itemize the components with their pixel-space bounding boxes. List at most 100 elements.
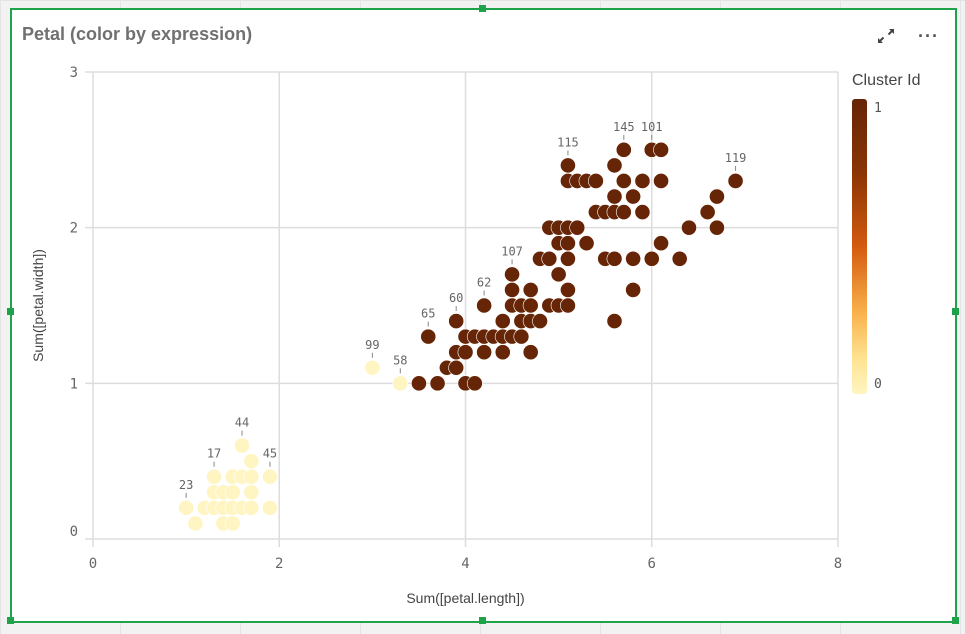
data-point[interactable]	[262, 499, 278, 516]
data-point[interactable]	[615, 141, 632, 158]
data-point-label: 119	[725, 151, 747, 165]
data-point[interactable]	[606, 250, 623, 267]
data-point-label: 145	[613, 120, 635, 134]
data-point-label: 99	[365, 338, 379, 352]
data-point[interactable]	[634, 173, 651, 189]
y-axis-label: Sum([petal.width])	[30, 249, 46, 362]
data-point[interactable]	[532, 313, 548, 329]
data-point[interactable]	[466, 375, 483, 392]
data-point[interactable]	[234, 437, 250, 454]
data-point[interactable]	[653, 141, 669, 158]
data-point-label: 107	[501, 244, 523, 258]
data-point-label: 65	[421, 307, 435, 321]
chart-panel[interactable]	[10, 8, 957, 623]
data-point-label: 115	[557, 135, 579, 149]
data-point[interactable]	[560, 297, 576, 314]
data-point-label: 23	[179, 478, 193, 492]
data-point[interactable]	[522, 297, 539, 314]
legend-max-label: 1	[874, 101, 882, 116]
legend-min-label: 0	[874, 377, 882, 392]
x-tick-label: 4	[461, 556, 469, 572]
resize-handle-bottom-right[interactable]	[952, 617, 959, 624]
data-point[interactable]	[243, 484, 260, 501]
data-point[interactable]	[262, 468, 278, 485]
data-point[interactable]	[587, 173, 604, 189]
data-point[interactable]	[224, 484, 241, 501]
data-point[interactable]	[364, 359, 381, 376]
data-point[interactable]	[243, 453, 260, 470]
data-point-label: 101	[641, 120, 663, 134]
data-point[interactable]	[560, 157, 576, 174]
data-point[interactable]	[448, 313, 465, 329]
data-point[interactable]	[513, 328, 530, 345]
data-point[interactable]	[606, 313, 623, 329]
data-point[interactable]	[504, 266, 520, 283]
data-point[interactable]	[448, 359, 465, 376]
data-point[interactable]	[560, 250, 576, 267]
more-options-icon[interactable]: ···	[918, 26, 939, 46]
x-tick-label: 0	[89, 556, 97, 572]
data-point[interactable]	[653, 235, 669, 252]
data-point[interactable]	[681, 219, 697, 236]
y-tick-label: 2	[70, 221, 78, 237]
legend-color-gradient	[852, 99, 867, 394]
data-point[interactable]	[476, 344, 493, 361]
data-point[interactable]	[727, 173, 744, 189]
resize-handle-bottom-left[interactable]	[7, 617, 14, 624]
data-point[interactable]	[494, 344, 511, 361]
data-point[interactable]	[634, 204, 651, 220]
x-axis-label: Sum([petal.length])	[406, 590, 524, 606]
data-point[interactable]	[206, 468, 222, 485]
data-point[interactable]	[411, 375, 427, 392]
data-point[interactable]	[224, 515, 241, 532]
data-point[interactable]	[560, 235, 576, 252]
data-point[interactable]	[243, 468, 260, 485]
data-point[interactable]	[392, 375, 409, 392]
data-point[interactable]	[178, 499, 195, 516]
expand-icon[interactable]	[876, 26, 896, 46]
data-point[interactable]	[615, 204, 632, 220]
data-point[interactable]	[625, 188, 642, 205]
data-point[interactable]	[569, 219, 586, 236]
y-tick-label: 3	[70, 65, 78, 81]
resize-handle-bottom[interactable]	[479, 617, 486, 624]
data-point[interactable]	[541, 250, 558, 267]
data-point[interactable]	[476, 297, 493, 314]
resize-handle-left[interactable]	[7, 308, 14, 315]
resize-handle-top[interactable]	[479, 5, 486, 12]
data-point[interactable]	[643, 250, 660, 267]
data-point[interactable]	[615, 173, 632, 189]
data-point[interactable]	[606, 188, 623, 205]
data-point[interactable]	[625, 282, 642, 298]
data-point[interactable]	[606, 157, 623, 174]
data-point[interactable]	[187, 515, 204, 532]
data-point[interactable]	[522, 282, 539, 298]
data-point[interactable]	[494, 313, 511, 329]
data-point[interactable]	[550, 266, 567, 283]
data-point-label: 17	[207, 447, 221, 461]
data-point[interactable]	[420, 328, 437, 345]
x-tick-label: 6	[648, 556, 656, 572]
data-point[interactable]	[699, 204, 716, 220]
data-point[interactable]	[709, 188, 725, 205]
data-point[interactable]	[560, 282, 576, 298]
data-point[interactable]	[653, 173, 669, 189]
data-point[interactable]	[578, 235, 595, 252]
data-point[interactable]	[671, 250, 688, 267]
x-tick-label: 2	[275, 556, 283, 572]
data-point[interactable]	[709, 219, 725, 236]
data-point[interactable]	[243, 499, 260, 516]
legend-title: Cluster Id	[852, 72, 921, 89]
y-tick-label: 0	[70, 524, 78, 540]
y-tick-label: 1	[70, 376, 78, 392]
data-point-label: 44	[235, 416, 249, 430]
data-point[interactable]	[457, 344, 474, 361]
data-point[interactable]	[522, 344, 539, 361]
data-point[interactable]	[625, 250, 642, 267]
resize-handle-right[interactable]	[952, 308, 959, 315]
chart-title: Petal (color by expression)	[22, 24, 253, 44]
data-point-label: 60	[449, 291, 463, 305]
data-point[interactable]	[429, 375, 446, 392]
data-point[interactable]	[504, 282, 520, 298]
